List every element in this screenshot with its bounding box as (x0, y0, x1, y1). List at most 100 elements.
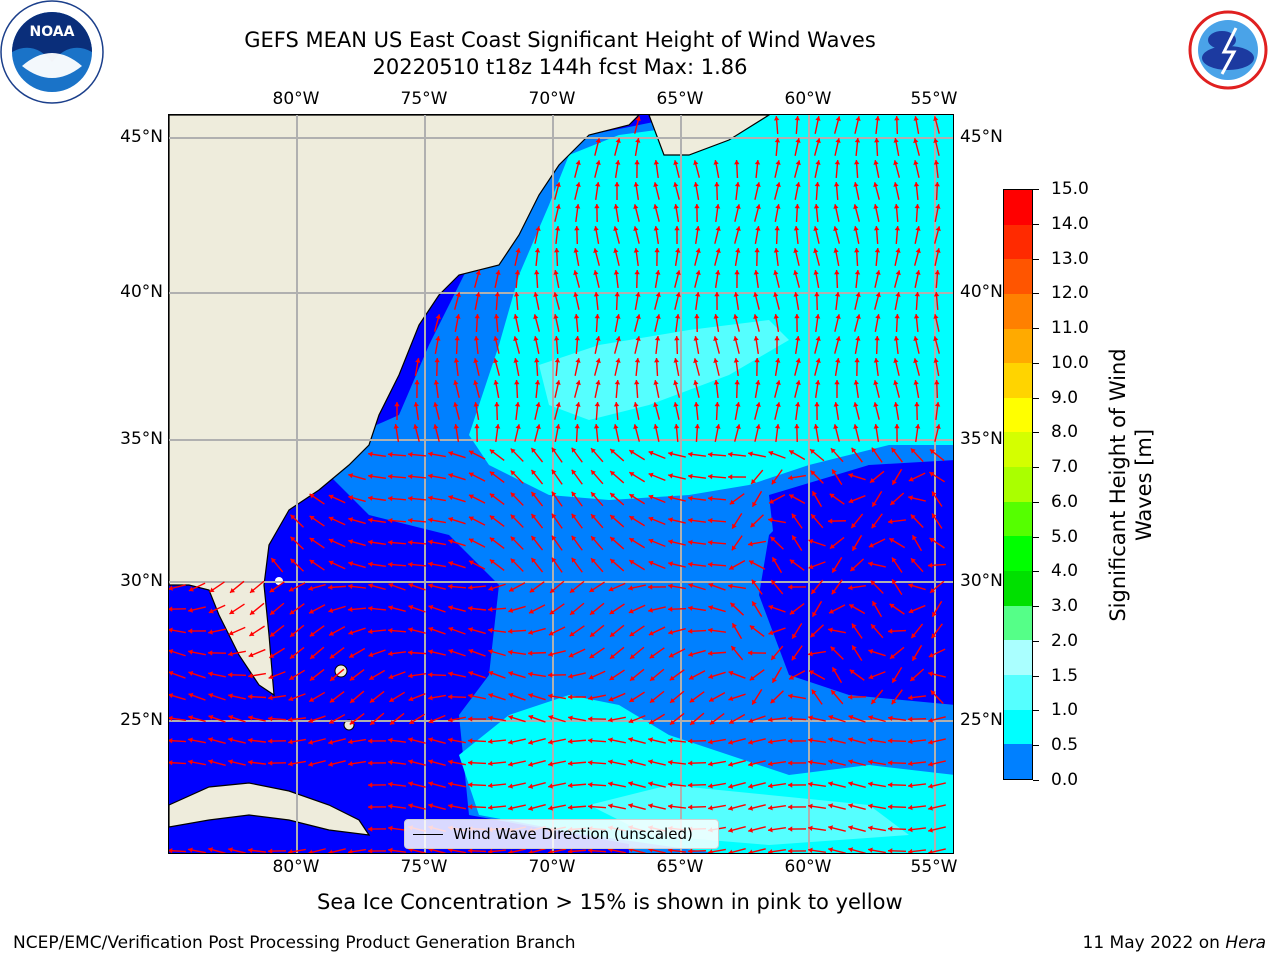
wind-wave-arrowhead (714, 292, 720, 297)
wind-wave-arrowhead (770, 536, 776, 542)
wind-wave-arrowhead (630, 653, 636, 659)
wind-wave-arrowhead (675, 248, 681, 253)
wind-wave-arrowhead (493, 336, 499, 341)
wind-wave-arrowhead (868, 542, 874, 548)
wind-wave-arrowhead (534, 248, 541, 253)
wind-wave-arrowhead (489, 471, 495, 477)
wind-wave-arrowhead (433, 380, 439, 385)
colorbar-segment (1004, 709, 1032, 745)
wind-wave-arrowhead (508, 739, 513, 745)
wind-wave-arrowhead (709, 719, 715, 725)
wind-wave-arrowhead (428, 759, 434, 765)
wind-wave-arrowhead (852, 645, 857, 651)
wind-wave-arrowhead (554, 358, 561, 363)
colorbar-tick-label: 10.0 (1033, 353, 1089, 373)
wind-wave-arrowhead (928, 783, 933, 789)
lat-label-right: 25°N (960, 710, 1003, 730)
wind-wave-arrowhead (534, 270, 540, 275)
wind-wave-arrowhead (888, 826, 893, 832)
wind-wave-arrowhead (348, 539, 354, 545)
wind-wave-arrowhead (368, 760, 373, 766)
wind-wave-arrowhead (568, 652, 574, 658)
wind-wave-arrowhead (855, 292, 861, 297)
wind-wave-arrowhead (533, 336, 539, 341)
wind-wave-arrowhead (728, 474, 733, 480)
wind-wave-arrowhead (588, 803, 593, 810)
wind-wave-arrowhead (328, 761, 334, 767)
wind-wave-arrowhead (854, 138, 861, 143)
lon-label-top: 80°W (272, 89, 320, 109)
wind-wave-arrowhead (693, 182, 699, 187)
wind-wave-arrowhead (768, 630, 774, 636)
wind-wave-arrowhead (890, 500, 896, 506)
wind-wave-arrowhead (509, 586, 515, 592)
lat-label-right: 45°N (960, 127, 1003, 147)
wind-wave-arrowhead (788, 848, 793, 853)
wind-wave-arrowhead (748, 451, 753, 457)
wind-wave-arrowhead (594, 402, 601, 407)
wind-wave-arrowhead (589, 653, 595, 659)
wind-wave-arrowhead (888, 760, 893, 766)
wind-wave-arrowhead (468, 472, 474, 478)
wind-wave-arrowhead (794, 424, 800, 429)
wind-wave-arrowhead (795, 336, 801, 341)
wind-wave-arrowhead (768, 849, 773, 853)
wind-wave-arrowhead (735, 204, 741, 209)
wind-wave-arrowhead (910, 448, 916, 454)
wind-wave-arrowhead (689, 674, 695, 680)
wind-wave-arrowhead (309, 537, 315, 543)
wind-wave-arrowhead (930, 587, 936, 593)
wind-wave-arrowhead (489, 493, 495, 499)
wind-wave-arrowhead (228, 714, 234, 720)
wind-wave-arrowhead (833, 402, 839, 407)
wind-wave-arrowhead (893, 182, 899, 187)
wind-wave-arrowhead (808, 781, 813, 787)
wind-wave-arrowhead (888, 848, 893, 853)
wind-wave-arrowhead (495, 270, 501, 275)
wind-wave-arrowhead (694, 424, 700, 429)
wind-wave-arrowhead (908, 760, 913, 767)
wind-wave-arrowhead (613, 270, 620, 275)
wind-wave-arrowhead (329, 719, 335, 724)
wind-wave-arrowhead (368, 517, 373, 523)
colorbar-segment (1004, 328, 1032, 364)
wind-wave-arrowhead (814, 314, 821, 319)
wind-wave-arrowhead (908, 826, 913, 833)
wind-wave-arrowhead (208, 650, 213, 656)
wind-wave-arrowhead (669, 675, 675, 681)
wind-wave-arrowhead (634, 160, 640, 165)
wind-wave-arrowhead (368, 561, 373, 567)
wind-wave-arrowhead (728, 849, 733, 853)
wind-wave-arrowhead (911, 558, 916, 564)
wind-wave-arrowhead (288, 716, 293, 723)
wind-wave-arrowhead (709, 696, 715, 702)
wind-wave-arrowhead (513, 292, 520, 297)
wind-wave-arrowhead (528, 739, 534, 745)
wind-wave-arrowhead (708, 805, 713, 811)
wind-wave-arrowhead (648, 781, 653, 787)
wave-height-map (168, 114, 954, 854)
wind-wave-arrowhead (854, 270, 861, 275)
colorbar-segment (1004, 744, 1032, 779)
wind-wave-arrowhead (848, 781, 854, 787)
wind-wave-arrowhead (248, 759, 253, 766)
wind-wave-arrowhead (348, 606, 353, 613)
lon-label-bottom: 65°W (656, 857, 704, 877)
wind-wave-arrowhead (510, 492, 516, 498)
wind-wave-arrowhead (749, 675, 755, 681)
wind-wave-arrowhead (571, 513, 577, 519)
wind-wave-arrowhead (933, 336, 939, 342)
wind-wave-arrowhead (675, 292, 681, 297)
wind-wave-arrowhead (789, 674, 795, 680)
wind-wave-arrowhead (695, 270, 701, 276)
wind-wave-arrowhead (848, 498, 854, 504)
wind-wave-arrowhead (928, 717, 934, 723)
wind-wave-arrowhead (633, 380, 640, 385)
lon-label-bottom: 70°W (528, 857, 576, 877)
wind-wave-arrowhead (571, 535, 577, 541)
wind-wave-arrowhead (848, 825, 854, 831)
wind-wave-arrowhead (834, 292, 841, 297)
wind-wave-arrowhead (468, 516, 474, 522)
colorbar-segment (1004, 501, 1032, 537)
wind-wave-arrowhead (653, 182, 659, 188)
